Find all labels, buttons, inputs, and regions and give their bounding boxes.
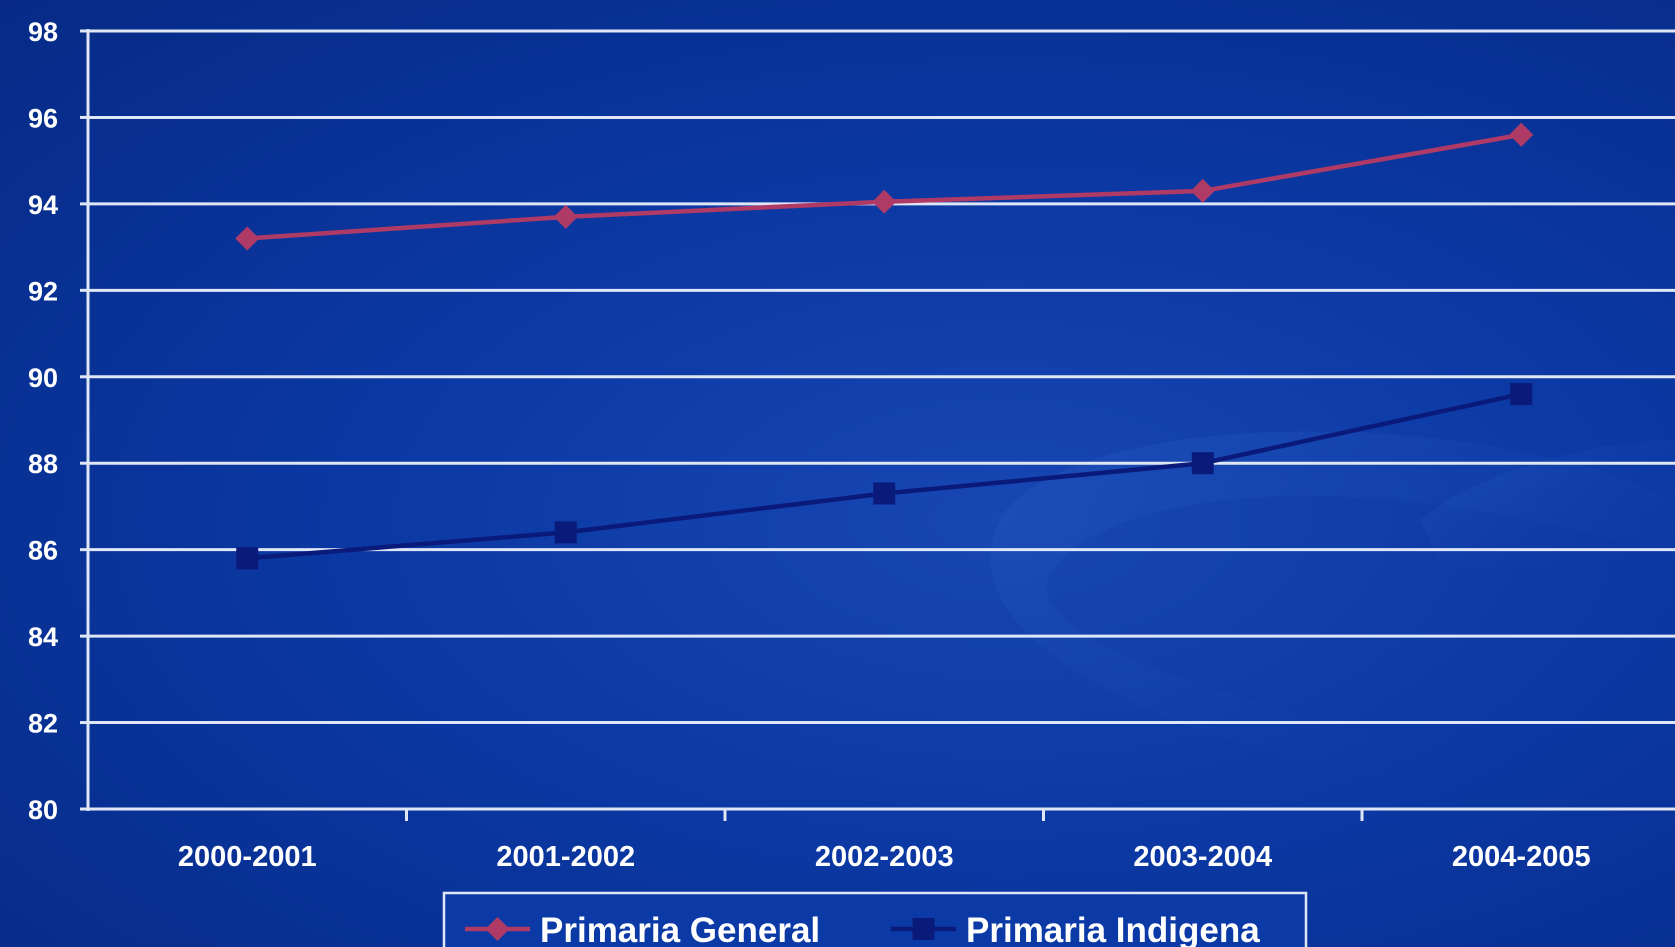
data-point-diamond [485,917,510,941]
data-point-square [912,918,935,940]
legend-label: Primaria General [540,911,820,947]
x-tick-label: 2004-2005 [1452,841,1591,873]
y-tick-label: 94 [28,190,58,220]
y-tick-label: 80 [28,795,58,825]
data-point-diamond [235,226,260,251]
y-tick-label: 92 [28,276,58,306]
y-tick-label: 82 [28,709,58,739]
y-tick-label: 90 [28,363,58,393]
y-tick-label: 86 [28,536,58,566]
data-point-diamond [872,189,897,214]
data-point-diamond [1509,122,1534,147]
data-point-square [1191,452,1214,475]
data-point-diamond [553,204,578,229]
x-tick-label: 2000-2001 [178,841,317,873]
legend-item: Primaria General [465,911,820,947]
y-tick-label: 84 [28,622,58,652]
data-point-square [873,482,896,505]
x-tick-label: 2001-2002 [496,841,635,873]
y-tick-label: 98 [28,17,58,47]
legend-item: Primaria Indigena [891,911,1260,947]
background-swoosh [990,431,1675,780]
series-primaria-general [235,122,1534,251]
y-tick-label: 88 [28,449,58,479]
y-tick-label: 96 [28,103,58,133]
x-tick-label: 2003-2004 [1133,841,1272,873]
data-point-square [236,547,259,570]
data-point-square [1510,383,1533,406]
series-line [247,132,1522,241]
series-primaria-indigena [236,383,1533,570]
legend-label: Primaria Indigena [966,911,1260,947]
data-point-square [554,521,577,544]
legend-box [442,891,1308,947]
x-tick-label: 2002-2003 [815,841,954,873]
background-swoosh [1420,440,1675,569]
data-point-diamond [1190,178,1215,203]
